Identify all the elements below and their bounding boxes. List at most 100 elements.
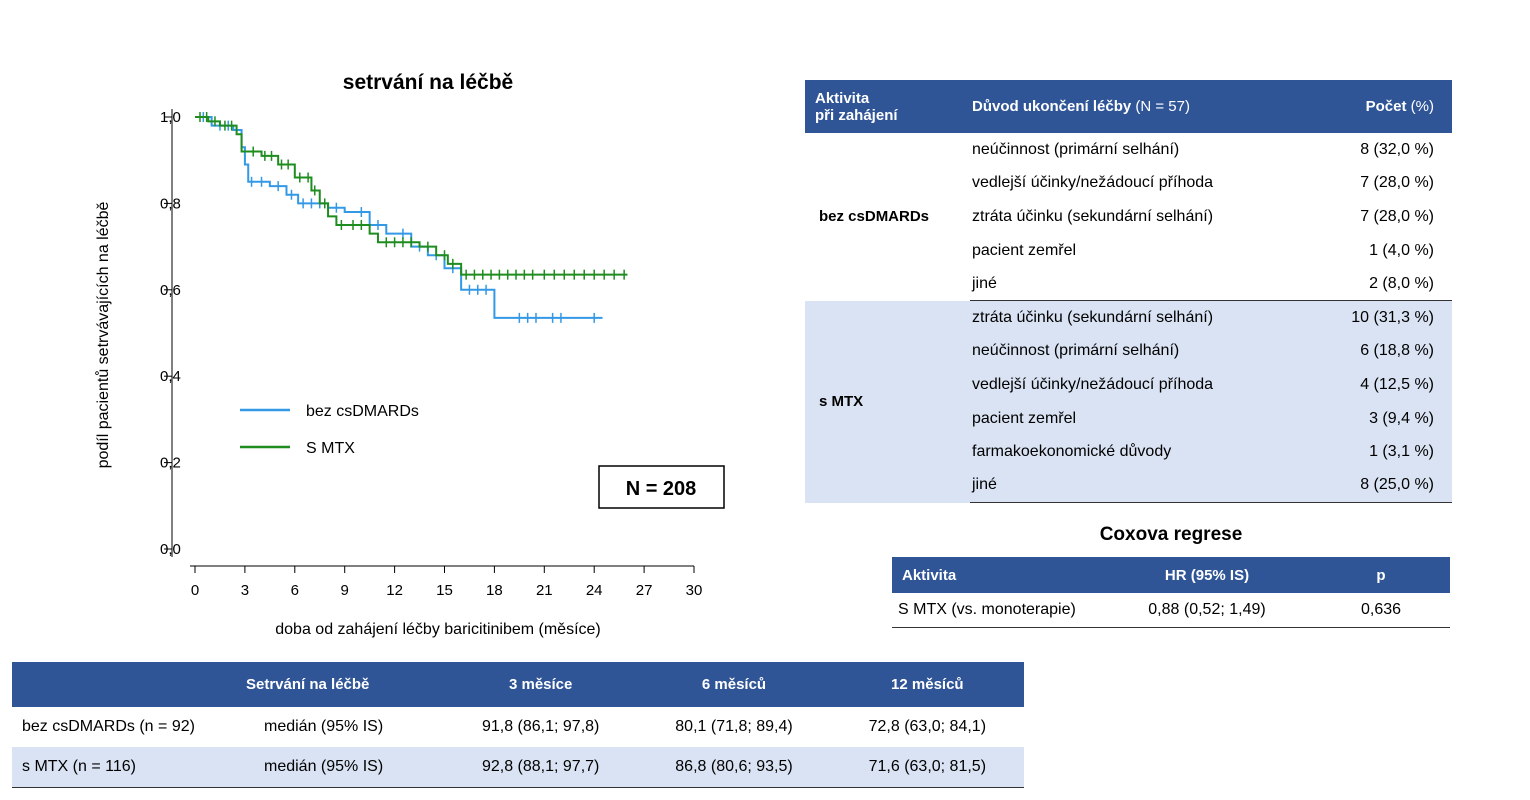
group-label: s MTX: [805, 300, 970, 503]
chart-legend: bez csDMARDs S MTX: [240, 403, 419, 457]
y-tick-label: 0,4: [160, 368, 181, 385]
count-cell: 3 (9,4 %): [1302, 401, 1452, 436]
count-cell: 7 (28,0 %): [1302, 166, 1452, 201]
cox-p-cell: 0,636: [1312, 593, 1450, 628]
x-tick-label: 18: [486, 582, 503, 599]
count-cell: 4 (12,5 %): [1302, 368, 1452, 402]
table-row: bez csDMARDs neúčinnost (primární selhán…: [805, 133, 1452, 301]
table-row: pacient zemřel 1 (4,0 %): [805, 233, 1452, 268]
persistence-table: Setrvání na léčbě 3 měsíce 6 měsíců 12 m…: [12, 662, 1024, 788]
x-tick-label: 9: [341, 582, 349, 599]
y-tick-label: 0,0: [160, 541, 181, 558]
persist-value-cell: 80,1 (71,8; 89,4): [675, 718, 793, 735]
reason-cell: neúčinnost (primární selhání): [970, 133, 1302, 167]
persist-value-cell: 72,8 (63,0; 84,1): [868, 718, 987, 735]
y-tick-label: 0,8: [160, 195, 181, 212]
x-tick-label: 30: [686, 582, 703, 599]
persist-value-cell: 91,8 (86,1; 97,8): [481, 718, 600, 735]
reason-cell: jiné: [970, 468, 1302, 504]
x-tick-label: 15: [436, 582, 453, 599]
cox-regression-table: Aktivita HR (95% IS) p S MTX (vs. monote…: [892, 557, 1450, 628]
persist-header-group: [12, 662, 238, 707]
table-row: vedlejší účinky/nežádoucí příhoda 7 (28,…: [805, 166, 1452, 201]
x-tick-label: 27: [636, 582, 653, 599]
persist-header-3m: 3 měsíce: [444, 662, 638, 707]
x-tick-label: 3: [241, 582, 249, 599]
km-chart: setrvání na léčbě 0,0 0,2 0,4 0,6 0,8 1,0 0 3 6 9…: [94, 71, 725, 638]
sample-size-box: N = 208: [598, 465, 725, 509]
cox-hr-cell: 0,88 (0,52; 1,49): [1102, 593, 1312, 628]
count-cell: 10 (31,3 %): [1302, 300, 1452, 335]
reasons-header-row: Aktivita při zahájení Důvod ukončení léč…: [805, 80, 1452, 133]
reason-cell: ztráta účinku (sekundární selhání): [970, 300, 1302, 335]
cox-header-hr: HR (95% IS): [1102, 557, 1312, 593]
table-row: s MTX (n = 116) medián (95% IS) 92,8 (88…: [12, 747, 1024, 788]
reason-cell: ztráta účinku (sekundární selhání): [970, 200, 1302, 234]
persist-header-12m: 12 měsíců: [830, 662, 1024, 707]
group-bez-csdmards: bez csDMARDs neúčinnost (primární selhán…: [805, 133, 1452, 302]
x-tick-label: 21: [536, 582, 553, 599]
count-cell: 1 (3,1 %): [1302, 435, 1452, 469]
reason-cell: farmakoekonomické důvody: [970, 435, 1302, 469]
cox-header-activity: Aktivita: [892, 557, 1102, 593]
reason-cell: pacient zemřel: [970, 233, 1302, 268]
km-curve-s-mtx: [195, 116, 628, 276]
table-row: farmakoekonomické důvody 1 (3,1 %): [805, 435, 1452, 469]
count-cell: 2 (8,0 %): [1302, 267, 1452, 302]
x-tick-label: 6: [291, 582, 299, 599]
header-reason: Důvod ukončení léčby (N = 57): [970, 80, 1302, 133]
table-row: jiné 8 (25,0 %): [805, 468, 1452, 504]
chart-series-layer: [195, 112, 628, 323]
table-row: pacient zemřel 3 (9,4 %): [805, 401, 1452, 436]
table-row: s MTX ztráta účinku (sekundární selhání)…: [805, 300, 1452, 503]
count-cell: 6 (18,8 %): [1302, 334, 1452, 369]
table-row: jiné 2 (8,0 %): [805, 267, 1452, 302]
chart-axes: 0,0 0,2 0,4 0,6 0,8 1,0 0 3 6 9 12 15 18 21 24 27 30: [160, 109, 702, 599]
legend-label: S MTX: [306, 440, 355, 457]
count-cell: 8 (25,0 %): [1302, 468, 1452, 504]
chart-title: setrvání na léčbě: [343, 71, 513, 94]
legend-label: bez csDMARDs: [306, 403, 419, 420]
group-s-mtx: s MTX ztráta účinku (sekundární selhání)…: [805, 300, 1452, 504]
persist-value-cell: 71,6 (63,0; 81,5): [830, 747, 1024, 788]
x-tick-label: 24: [586, 582, 603, 599]
persist-value-cell: 86,8 (80,6; 93,5): [637, 747, 831, 788]
y-tick-label: 0,2: [160, 455, 181, 472]
persist-header-metric: Setrvání na léčbě: [238, 662, 444, 707]
x-axis-label: doba od zahájení léčby baricitinibem (mě…: [275, 621, 601, 638]
cox-header-row: Aktivita HR (95% IS) p: [892, 557, 1450, 593]
sample-size-label: N = 208: [626, 478, 697, 500]
count-cell: 1 (4,0 %): [1302, 233, 1452, 268]
reason-cell: jiné: [970, 267, 1302, 302]
y-tick-label: 0,6: [160, 282, 181, 299]
x-tick-label: 12: [386, 582, 403, 599]
persist-metric-cell: medián (95% IS): [264, 718, 384, 735]
reason-cell: pacient zemřel: [970, 401, 1302, 436]
km-curve-bez-csdmards: [195, 116, 603, 319]
table-row: S MTX (vs. monoterapie) 0,88 (0,52; 1,49…: [892, 593, 1450, 628]
y-tick-label: 1,0: [160, 109, 181, 126]
count-cell: 8 (32,0 %): [1302, 133, 1452, 167]
discontinuation-reasons-table: Aktivita při zahájení Důvod ukončení léč…: [805, 80, 1452, 504]
header-activity: Aktivita při zahájení: [805, 80, 970, 133]
persistence-header-row: Setrvání na léčbě 3 měsíce 6 měsíců 12 m…: [12, 662, 1024, 707]
x-tick-label: 0: [191, 582, 199, 599]
table-row: bez csDMARDs (n = 92) medián (95% IS) 91…: [12, 707, 1024, 747]
persist-metric-cell: medián (95% IS): [238, 747, 444, 788]
cox-title: Coxova regrese: [1099, 524, 1243, 545]
cox-header-p: p: [1312, 557, 1450, 593]
persist-header-6m: 6 měsíců: [637, 662, 831, 707]
table-row: vedlejší účinky/nežádoucí příhoda 4 (12,…: [805, 368, 1452, 402]
reason-cell: neúčinnost (primární selhání): [970, 334, 1302, 369]
reason-cell: vedlejší účinky/nežádoucí příhoda: [970, 166, 1302, 201]
reason-cell: vedlejší účinky/nežádoucí příhoda: [970, 368, 1302, 402]
persist-group-cell: bez csDMARDs (n = 92): [22, 718, 195, 735]
cox-activity-cell: S MTX (vs. monoterapie): [892, 593, 1102, 628]
header-count: Počet (%): [1302, 80, 1452, 133]
table-row: ztráta účinku (sekundární selhání) 7 (28…: [805, 200, 1452, 234]
table-row: neúčinnost (primární selhání) 6 (18,8 %): [805, 334, 1452, 369]
persist-value-cell: 92,8 (88,1; 97,7): [444, 747, 638, 788]
persist-group-cell: s MTX (n = 116): [12, 747, 238, 788]
y-axis-label: podíl pacientů setrvávajících na léčbě: [94, 201, 112, 468]
count-cell: 7 (28,0 %): [1302, 200, 1452, 234]
